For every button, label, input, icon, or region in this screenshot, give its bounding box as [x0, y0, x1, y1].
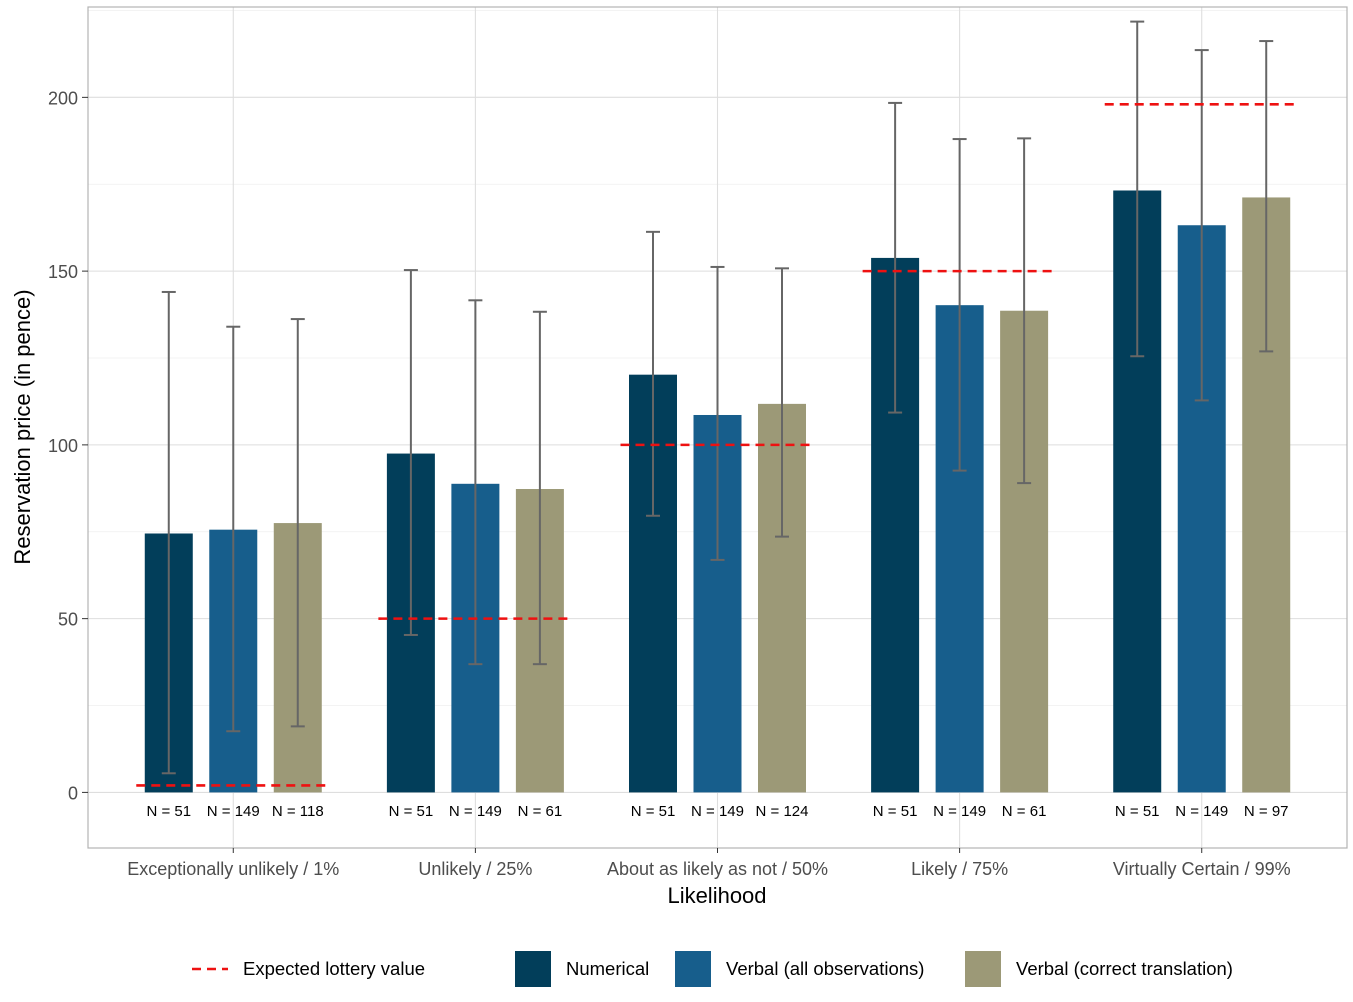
error-bars — [161, 20, 1274, 775]
legend: Expected lottery value Numerical Verbal … — [192, 951, 1233, 987]
sample-size-label: N = 149 — [207, 803, 260, 820]
sample-size-label: N = 149 — [933, 803, 986, 820]
legend-label-expected-value: Expected lottery value — [243, 958, 425, 979]
legend-key-verbal-all — [675, 951, 711, 987]
sample-size-label: N = 97 — [1244, 803, 1289, 820]
sample-size-label: N = 149 — [1175, 803, 1228, 820]
sample-size-label: N = 51 — [1115, 803, 1160, 820]
x-tick-label: About as likely as not / 50% — [607, 859, 828, 879]
x-axis-title: Likelihood — [667, 883, 766, 908]
y-axis-title: Reservation price (in pence) — [10, 289, 35, 564]
y-tick-label: 150 — [48, 262, 78, 282]
legend-label-verbal-correct: Verbal (correct translation) — [1016, 958, 1233, 979]
sample-size-label: N = 124 — [756, 803, 809, 820]
expected-value-lines — [136, 103, 1299, 787]
x-tick-label: Exceptionally unlikely / 1% — [127, 859, 339, 879]
y-tick-label: 0 — [68, 783, 78, 803]
legend-key-verbal-correct — [965, 951, 1001, 987]
legend-label-numerical: Numerical — [566, 958, 649, 979]
y-tick-label: 100 — [48, 436, 78, 456]
sample-size-label: N = 51 — [631, 803, 676, 820]
x-tick-label: Unlikely / 25% — [418, 859, 532, 879]
y-tick-label: 50 — [58, 610, 78, 630]
sample-size-label: N = 149 — [691, 803, 744, 820]
x-tick-label: Likely / 75% — [911, 859, 1008, 879]
y-axis-ticks: 0 50 100 150 200 — [48, 88, 88, 803]
sample-size-label: N = 149 — [449, 803, 502, 820]
x-tick-label: Virtually Certain / 99% — [1113, 859, 1291, 879]
x-axis-ticks: Exceptionally unlikely / 1% Unlikely / 25… — [127, 848, 1291, 879]
sample-size-label: N = 51 — [873, 803, 918, 820]
legend-label-verbal-all: Verbal (all observations) — [726, 958, 924, 979]
y-tick-label: 200 — [48, 88, 78, 108]
sample-size-label: N = 61 — [518, 803, 563, 820]
sample-size-label: N = 61 — [1002, 803, 1047, 820]
sample-size-labels: N = 51 N = 51 N = 51 N = 51 N = 51 N = 149 N =… — [146, 803, 1288, 820]
sample-size-label: N = 51 — [146, 803, 191, 820]
legend-key-numerical — [515, 951, 551, 987]
sample-size-label: N = 51 — [389, 803, 434, 820]
sample-size-label: N = 118 — [272, 803, 324, 820]
